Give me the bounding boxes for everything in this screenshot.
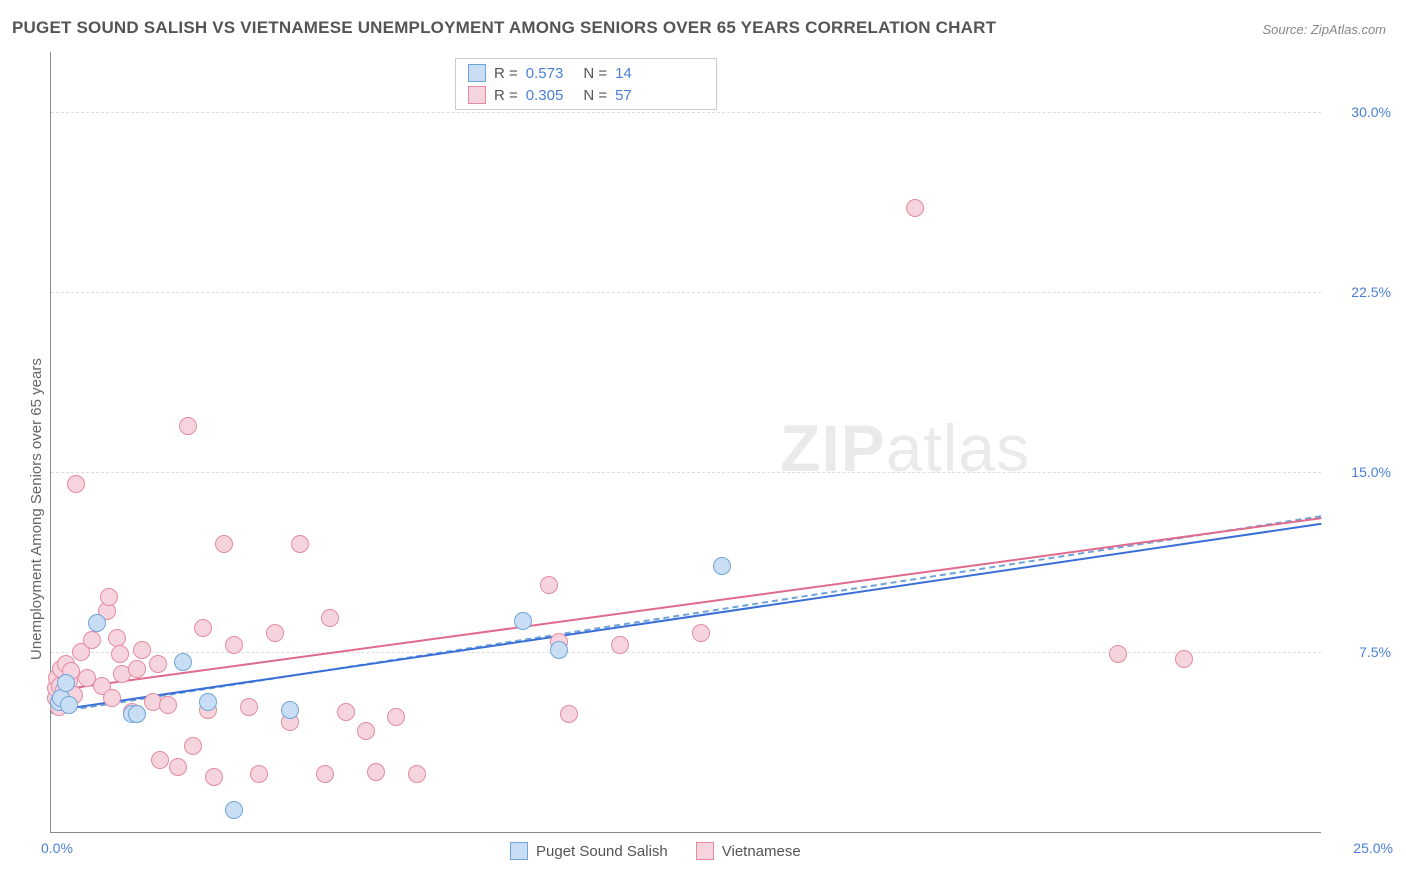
scatter-point (133, 641, 151, 659)
scatter-point (184, 737, 202, 755)
legend-swatch (510, 842, 528, 860)
scatter-point (151, 751, 169, 769)
regression-line (51, 522, 1321, 711)
legend-n-label: N = (583, 65, 607, 82)
scatter-point (906, 199, 924, 217)
scatter-point (205, 768, 223, 786)
scatter-point (611, 636, 629, 654)
y-tick-label: 15.0% (1331, 464, 1391, 480)
scatter-point (128, 660, 146, 678)
legend-row: R = 0.305 N = 57 (456, 84, 716, 106)
source-label: Source: ZipAtlas.com (1262, 22, 1386, 37)
legend-r-value: 0.305 (526, 87, 564, 104)
y-tick-label: 22.5% (1331, 284, 1391, 300)
scatter-point (149, 655, 167, 673)
scatter-point (67, 475, 85, 493)
regression-line (51, 518, 1321, 693)
scatter-point (367, 763, 385, 781)
scatter-point (387, 708, 405, 726)
legend-r-label: R = (494, 87, 518, 104)
scatter-point (88, 614, 106, 632)
scatter-point (357, 722, 375, 740)
scatter-point (199, 693, 217, 711)
scatter-point (291, 535, 309, 553)
scatter-point (540, 576, 558, 594)
scatter-point (337, 703, 355, 721)
scatter-point (266, 624, 284, 642)
y-axis-label: Unemployment Among Seniors over 65 years (28, 358, 45, 660)
legend-row: R = 0.573 N = 14 (456, 62, 716, 84)
legend-swatch (468, 64, 486, 82)
gridline (51, 292, 1321, 293)
legend-r-value: 0.573 (526, 65, 564, 82)
scatter-point (408, 765, 426, 783)
legend-r-label: R = (494, 65, 518, 82)
legend-n-value: 57 (615, 87, 632, 104)
gridline (51, 652, 1321, 653)
scatter-point (713, 557, 731, 575)
gridline (51, 112, 1321, 113)
scatter-point (111, 645, 129, 663)
legend-swatch (696, 842, 714, 860)
y-tick-label: 7.5% (1331, 644, 1391, 660)
scatter-point (83, 631, 101, 649)
legend-n-value: 14 (615, 65, 632, 82)
scatter-point (514, 612, 532, 630)
scatter-point (1175, 650, 1193, 668)
scatter-point (159, 696, 177, 714)
gridline (51, 472, 1321, 473)
scatter-point (240, 698, 258, 716)
correlation-legend: R = 0.573 N = 14 R = 0.305 N = 57 (455, 58, 717, 110)
chart-title: PUGET SOUND SALISH VS VIETNAMESE UNEMPLO… (12, 18, 996, 38)
scatter-point (169, 758, 187, 776)
scatter-point (281, 701, 299, 719)
scatter-point (1109, 645, 1127, 663)
scatter-point (174, 653, 192, 671)
y-tick-label: 30.0% (1331, 104, 1391, 120)
x-tick-label: 25.0% (1333, 840, 1393, 856)
scatter-point (103, 689, 121, 707)
scatter-point (57, 674, 75, 692)
scatter-point (550, 641, 568, 659)
scatter-point (321, 609, 339, 627)
series-legend: Puget Sound Salish Vietnamese (510, 842, 801, 860)
scatter-point (108, 629, 126, 647)
legend-n-label: N = (583, 87, 607, 104)
scatter-point (225, 801, 243, 819)
scatter-point (250, 765, 268, 783)
legend-item: Vietnamese (696, 842, 801, 860)
legend-swatch (468, 86, 486, 104)
legend-item: Puget Sound Salish (510, 842, 668, 860)
legend-series-name: Puget Sound Salish (536, 843, 668, 860)
scatter-point (560, 705, 578, 723)
scatter-point (179, 417, 197, 435)
scatter-point (692, 624, 710, 642)
scatter-point (100, 588, 118, 606)
scatter-point (316, 765, 334, 783)
scatter-point (215, 535, 233, 553)
scatter-point (194, 619, 212, 637)
scatter-point (128, 705, 146, 723)
x-tick-label: 0.0% (41, 840, 73, 856)
plot-area: 7.5%15.0%22.5%30.0%0.0%25.0% (50, 52, 1321, 833)
scatter-point (60, 696, 78, 714)
legend-series-name: Vietnamese (722, 843, 801, 860)
scatter-point (225, 636, 243, 654)
